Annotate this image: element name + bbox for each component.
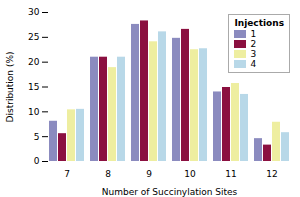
svg-text:Number of Succinylation Sites: Number of Succinylation Sites [102,187,238,197]
svg-text:5: 5 [34,132,40,142]
svg-text:8: 8 [105,169,111,179]
svg-text:12: 12 [266,169,277,179]
svg-text:25: 25 [28,32,39,42]
html-text:1: 1 [250,29,257,39]
svg-text:7: 7 [64,169,70,179]
svg-text:9: 9 [146,169,152,179]
svg-text:20: 20 [28,57,40,67]
svg-text:Distribution (%): Distribution (%) [5,52,15,123]
svg-text:10: 10 [184,169,196,179]
svg-text:10: 10 [28,107,40,117]
svg-text:11: 11 [225,169,236,179]
html-text:2: 2 [250,39,257,49]
html-text:3: 3 [250,49,257,59]
svg-text:15: 15 [28,82,39,92]
html-text:4: 4 [250,59,257,69]
svg-text:30: 30 [28,7,40,17]
svg-text:0: 0 [34,156,40,166]
html-text:Injections: Injections [234,18,284,28]
